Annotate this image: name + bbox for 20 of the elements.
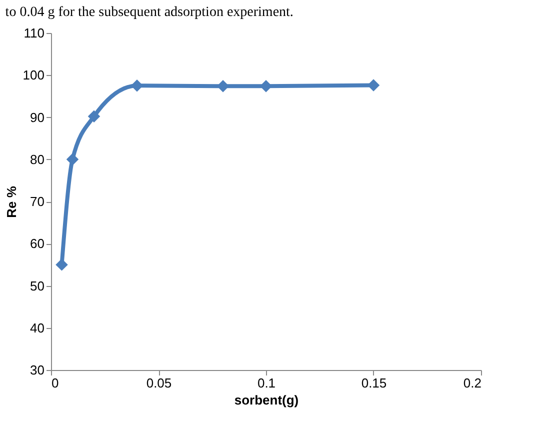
y-tick-label: 110 — [24, 26, 44, 40]
x-axis-title: sorbent(g) — [234, 392, 299, 408]
y-tick-label: 30 — [30, 362, 44, 378]
point — [56, 258, 68, 271]
text: to 0.04 g for the subsequent adsorption experiment. — [5, 5, 294, 20]
y-tick-label: 70 — [30, 194, 44, 209]
y-tick-label: 80 — [30, 152, 44, 167]
x-tick-label: 0.2 — [463, 376, 482, 390]
y-tick-label: 100 — [22, 68, 44, 83]
point — [66, 153, 79, 166]
x-tick-label: 0.05 — [146, 376, 172, 390]
x-tick-label: 0.1 — [257, 376, 276, 390]
point — [88, 110, 100, 123]
y-tick-label: 60 — [30, 236, 44, 252]
y-tick-label: 40 — [30, 320, 44, 336]
x-tick-label: 0 — [52, 376, 59, 390]
x-tick-label: 0.15 — [361, 376, 387, 390]
y-tick-label: 90 — [30, 110, 44, 125]
y-tick-label: 50 — [30, 278, 44, 294]
y-axis-title: Re % — [4, 186, 19, 218]
